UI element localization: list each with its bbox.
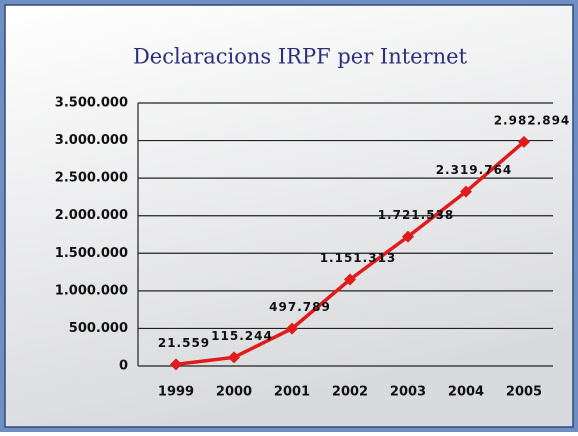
y-tick-label: 3.500.000 — [55, 96, 128, 111]
data-label: 1.721.538 — [378, 208, 455, 222]
marker — [344, 273, 356, 286]
x-tick-label: 1999 — [158, 385, 194, 400]
y-tick-label: 2.000.000 — [55, 208, 128, 223]
marker — [518, 135, 530, 148]
marker — [402, 230, 414, 243]
y-tick-label: 0 — [119, 359, 128, 374]
x-tick-label: 2000 — [216, 385, 252, 400]
marker — [228, 351, 240, 364]
chart-title: Declaracions IRPF per Internet — [133, 45, 468, 69]
y-tick-label: 500.000 — [69, 321, 128, 336]
x-tick-label: 2002 — [332, 385, 368, 400]
x-tick-label: 2003 — [390, 385, 426, 400]
marker — [286, 322, 298, 335]
data-label: 1.151.313 — [320, 251, 397, 265]
data-label: 2.982.894 — [494, 113, 571, 127]
data-label: 2.319.764 — [436, 163, 513, 177]
y-tick-label: 3.000.000 — [55, 133, 128, 148]
data-label: 115.244 — [211, 329, 273, 343]
x-tick-label: 2001 — [274, 385, 310, 400]
y-tick-label: 2.500.000 — [55, 171, 128, 186]
marker — [460, 185, 472, 198]
data-label: 21.559 — [158, 336, 210, 350]
data-label: 497.789 — [269, 300, 331, 314]
y-tick-label: 1.000.000 — [55, 283, 128, 298]
y-tick-label: 1.500.000 — [55, 246, 128, 261]
marker — [170, 358, 182, 371]
x-tick-label: 2005 — [506, 385, 542, 400]
x-tick-label: 2004 — [448, 385, 484, 400]
